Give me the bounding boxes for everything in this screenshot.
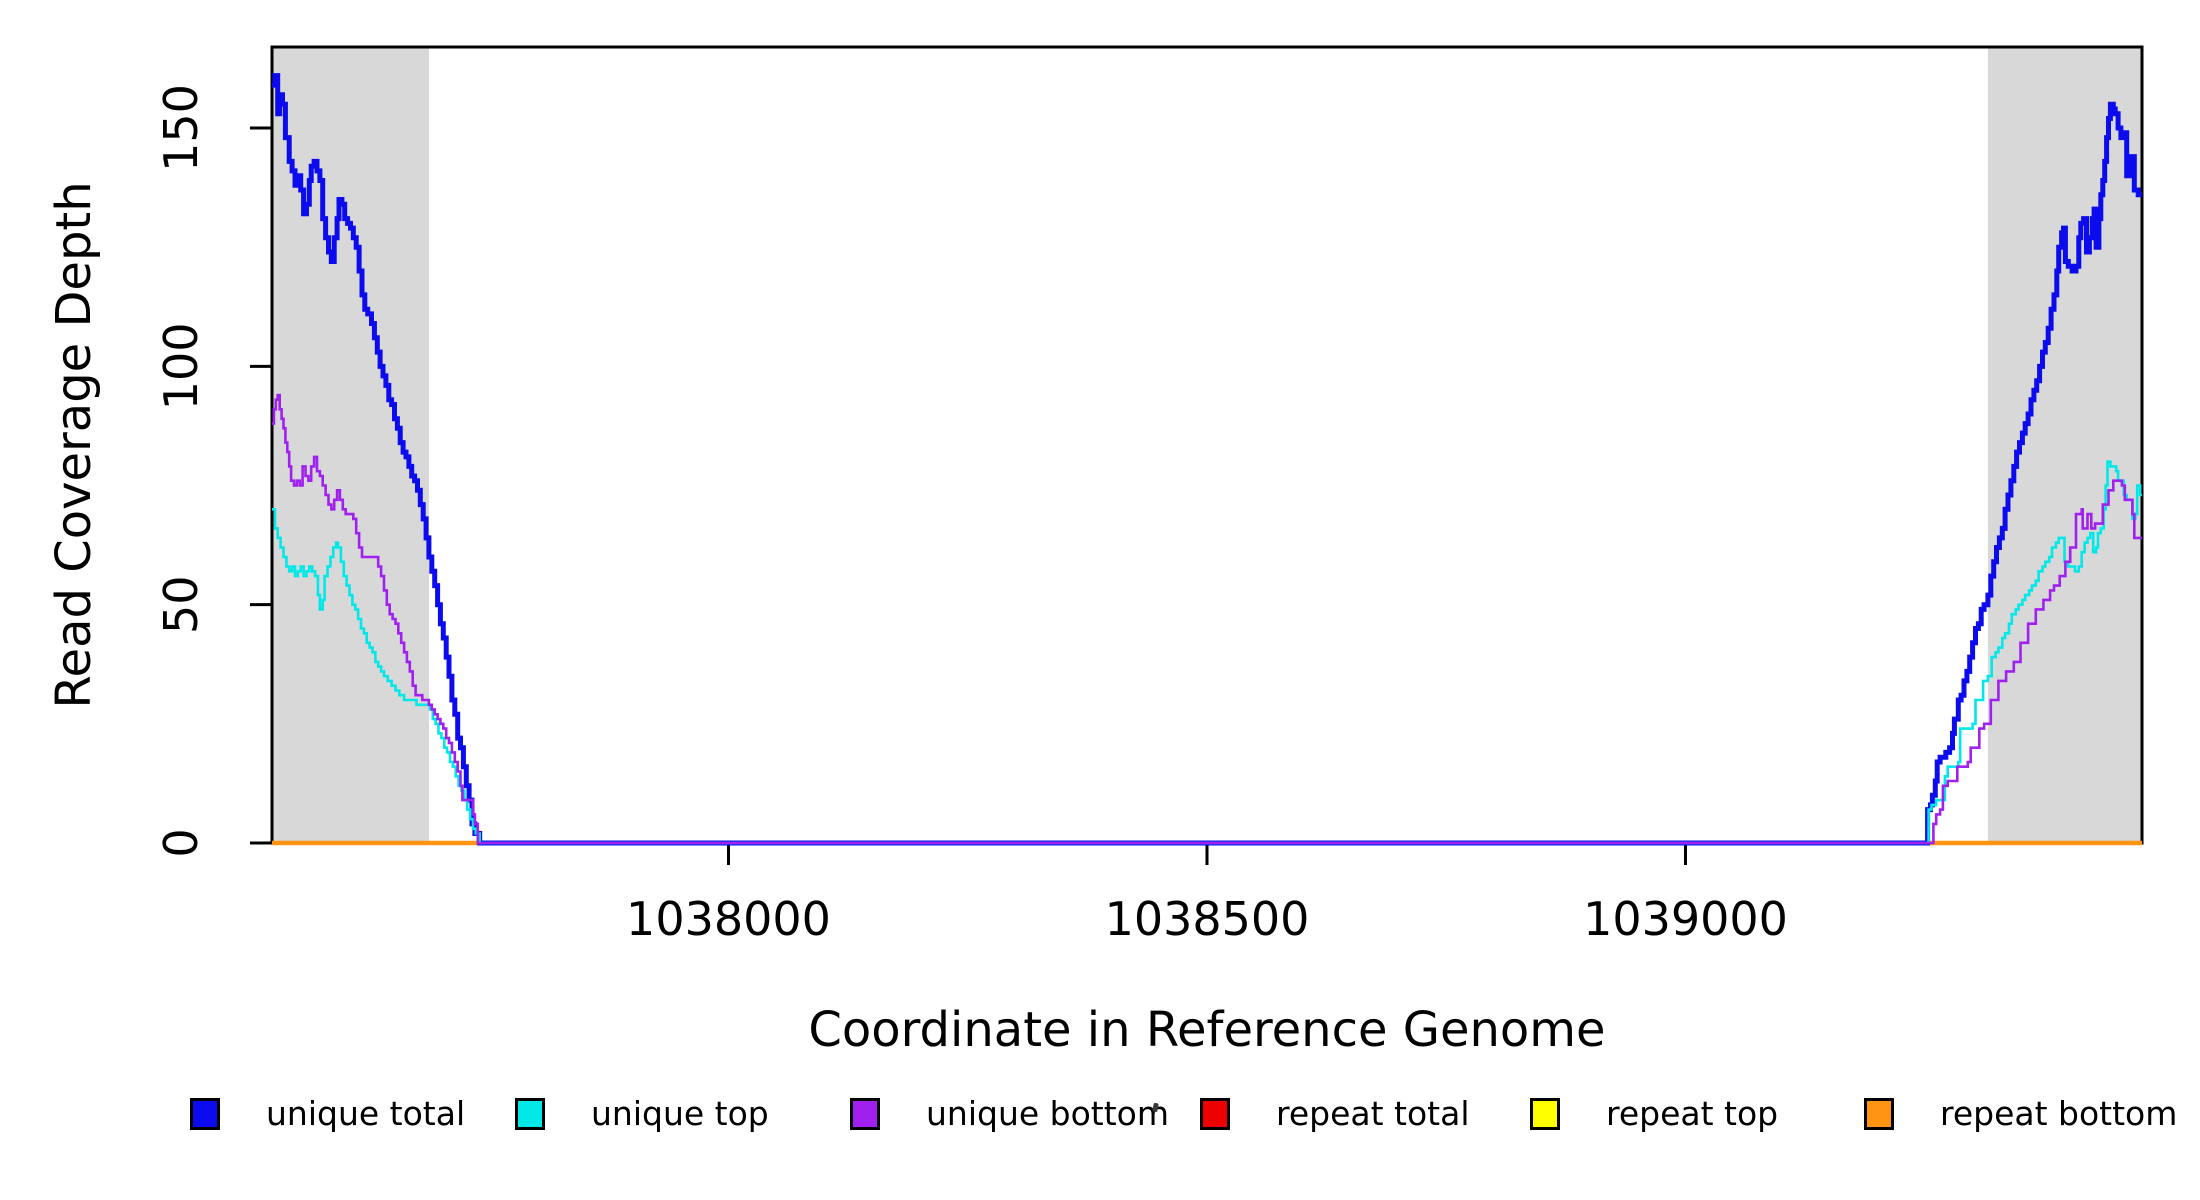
series-unique-top: [272, 460, 2142, 845]
legend-label: unique total: [266, 1094, 466, 1133]
series-unique-total: [272, 73, 2142, 846]
legend-label: repeat top: [1606, 1094, 1779, 1133]
plot-border: [270, 45, 2144, 845]
legend-item-unique-total: unique total: [190, 1088, 465, 1140]
y-axis-title: Read Coverage Depth: [46, 181, 102, 708]
legend-label: repeat bottom: [1940, 1094, 2178, 1133]
y-tick-label: 50: [154, 575, 208, 634]
x-tick-label: 1039000: [1583, 892, 1788, 946]
legend-swatch-icon: [850, 1098, 880, 1130]
axis-ticks: [250, 126, 1688, 865]
legend-swatch-icon: [1530, 1098, 1560, 1130]
legend-label: repeat total: [1276, 1094, 1470, 1133]
y-tick-label: 150: [154, 84, 208, 172]
x-axis-title: Coordinate in Reference Genome: [808, 1002, 1605, 1058]
legend-label: unique top: [591, 1094, 769, 1133]
legend-item-repeat-top: repeat top: [1530, 1088, 1778, 1140]
legend-swatch-icon: [515, 1098, 545, 1130]
axis-tick-labels: 1038000 1038500 1039000 0 50 100 150: [154, 84, 1788, 946]
highlight-band-right: [1987, 47, 2142, 843]
legend-swatch-icon: [1200, 1098, 1230, 1130]
x-tick-label: 1038500: [1105, 892, 1310, 946]
legend-item-unique-bottom: unique bottom: [850, 1088, 1169, 1140]
legend-swatch-icon: [190, 1098, 220, 1130]
series-lines: [272, 73, 2142, 846]
chart-legend: unique total unique top unique bottom repea…: [0, 1088, 2200, 1148]
legend-item-repeat-bottom: repeat bottom: [1864, 1088, 2177, 1140]
legend-item-repeat-total: repeat total: [1200, 1088, 1470, 1140]
series-unique-bottom: [272, 393, 2142, 845]
highlight-bands: [272, 47, 2142, 843]
legend-item-unique-top: unique top: [515, 1088, 769, 1140]
y-tick-label: 0: [154, 828, 208, 857]
legend-label: unique bottom: [926, 1094, 1170, 1133]
x-tick-label: 1038000: [626, 892, 831, 946]
y-tick-label: 100: [154, 322, 208, 410]
legend-swatch-icon: [1864, 1098, 1894, 1130]
